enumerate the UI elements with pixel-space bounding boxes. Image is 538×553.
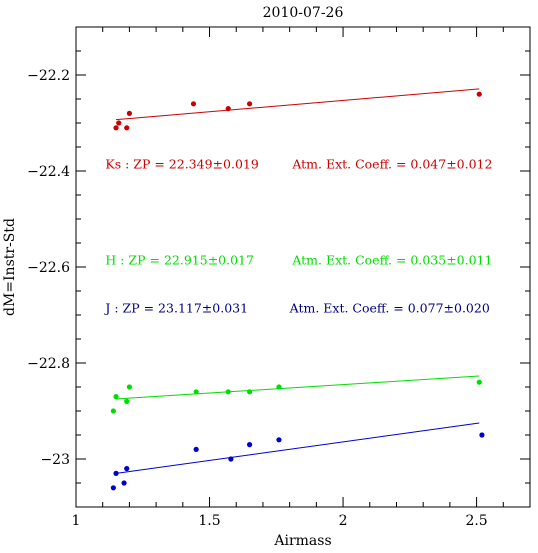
j-data-point [276,437,282,443]
j-data-point [121,480,127,486]
fit-annotation: Ks : ZP = 22.349±0.019 [105,157,258,172]
chart-title: 2010-07-26 [263,5,344,21]
ks-data-point [116,120,122,126]
y-tick-label: −22.2 [27,68,70,84]
h-data-point [124,398,130,404]
h-data-point [476,379,482,385]
fit-annotation: Atm. Ext. Coeff. = 0.047±0.012 [291,157,492,172]
j-data-point [228,456,234,462]
y-tick-label: −22.6 [27,260,70,276]
x-tick-label: 2 [339,513,348,529]
fit-annotation: Atm. Ext. Coeff. = 0.035±0.011 [291,253,492,268]
h-data-point [225,389,231,395]
y-axis-label: dM=Instr-Std [2,218,18,316]
h-data-point [276,384,282,390]
h-data-point [193,389,199,395]
fit-annotation: H : ZP = 22.915±0.017 [105,253,254,268]
ks-data-point [124,125,130,131]
x-tick-label: 1 [72,513,81,529]
j-data-point [124,466,130,472]
x-axis-label: Airmass [273,533,331,549]
ks-data-point [126,110,133,116]
j-data-point [113,470,119,476]
j-data-point [193,446,199,452]
y-tick-label: −23 [40,452,70,468]
h-fit-line [116,375,480,400]
ks-fit-line [116,88,480,121]
ks-data-point [246,101,253,107]
h-data-point [113,394,119,400]
h-data-point [110,408,116,414]
x-tick-label: 1.5 [198,513,220,529]
series-layer [110,88,485,491]
fit-annotation: Atm. Ext. Coeff. = 0.077±0.020 [289,301,490,316]
ks-data-point [476,91,482,97]
fit-annotation: J : ZP = 23.117±0.031 [103,301,248,316]
h-data-point [246,389,253,395]
axis-ticks: 1 1.5 2 2.5 −22.2 −22.4 −22.6 −22.8 −23 [27,26,531,529]
ks-data-point [113,125,119,131]
ks-data-point [225,106,231,112]
annotation-layer: Ks : ZP = 22.349±0.019 Atm. Ext. Coeff. =… [103,157,492,316]
j-data-point [479,432,485,438]
y-tick-label: −22.8 [27,356,70,372]
x-tick-label: 2.5 [465,513,487,529]
y-tick-label: −22.4 [27,164,70,180]
j-data-point [246,442,253,448]
j-data-point [110,485,116,491]
h-data-point [126,384,133,390]
ks-data-point [190,101,197,107]
j-fit-line [115,422,480,474]
